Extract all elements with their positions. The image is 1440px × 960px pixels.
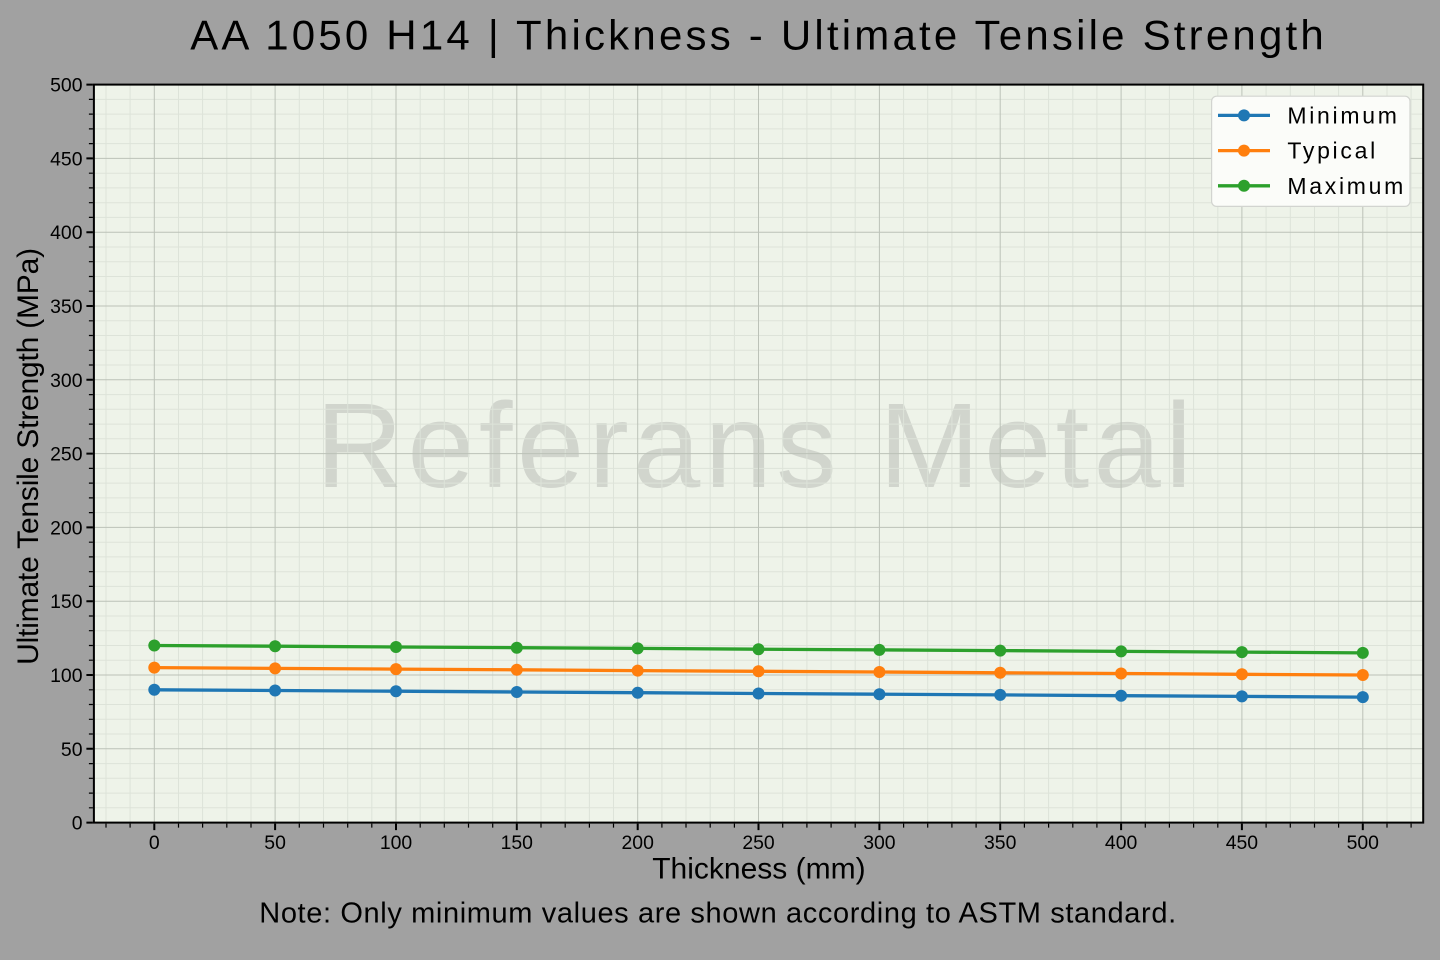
svg-text:450: 450 (1226, 832, 1259, 854)
svg-text:50: 50 (264, 832, 286, 854)
svg-text:Ultimate Tensile Strength (MPa: Ultimate Tensile Strength (MPa) (12, 248, 45, 665)
svg-text:300: 300 (50, 370, 83, 392)
svg-text:100: 100 (50, 665, 83, 687)
svg-text:AA 1050 H14 | Thickness - Ulti: AA 1050 H14 | Thickness - Ultimate Tensi… (190, 11, 1327, 58)
svg-text:350: 350 (984, 832, 1017, 854)
svg-text:0: 0 (149, 832, 160, 854)
svg-text:Minimum: Minimum (1287, 102, 1399, 128)
svg-text:400: 400 (1105, 832, 1138, 854)
svg-text:250: 250 (50, 444, 83, 466)
svg-text:0: 0 (72, 813, 83, 835)
svg-text:200: 200 (50, 517, 83, 539)
svg-text:350: 350 (50, 296, 83, 318)
svg-text:450: 450 (50, 148, 83, 170)
svg-text:400: 400 (50, 222, 83, 244)
svg-text:150: 150 (501, 832, 534, 854)
svg-text:Referans Metal: Referans Metal (316, 377, 1197, 513)
svg-text:50: 50 (61, 739, 83, 761)
svg-text:Note: Only minimum values are: Note: Only minimum values are shown acco… (259, 897, 1177, 929)
svg-text:250: 250 (742, 832, 775, 854)
svg-text:Typical: Typical (1287, 138, 1377, 164)
svg-text:200: 200 (622, 832, 655, 854)
svg-text:300: 300 (863, 832, 896, 854)
svg-text:500: 500 (50, 75, 83, 97)
svg-text:150: 150 (50, 591, 83, 613)
svg-text:100: 100 (380, 832, 413, 854)
svg-text:500: 500 (1347, 832, 1380, 854)
svg-text:Maximum: Maximum (1287, 173, 1406, 199)
svg-text:Thickness (mm): Thickness (mm) (652, 852, 865, 885)
